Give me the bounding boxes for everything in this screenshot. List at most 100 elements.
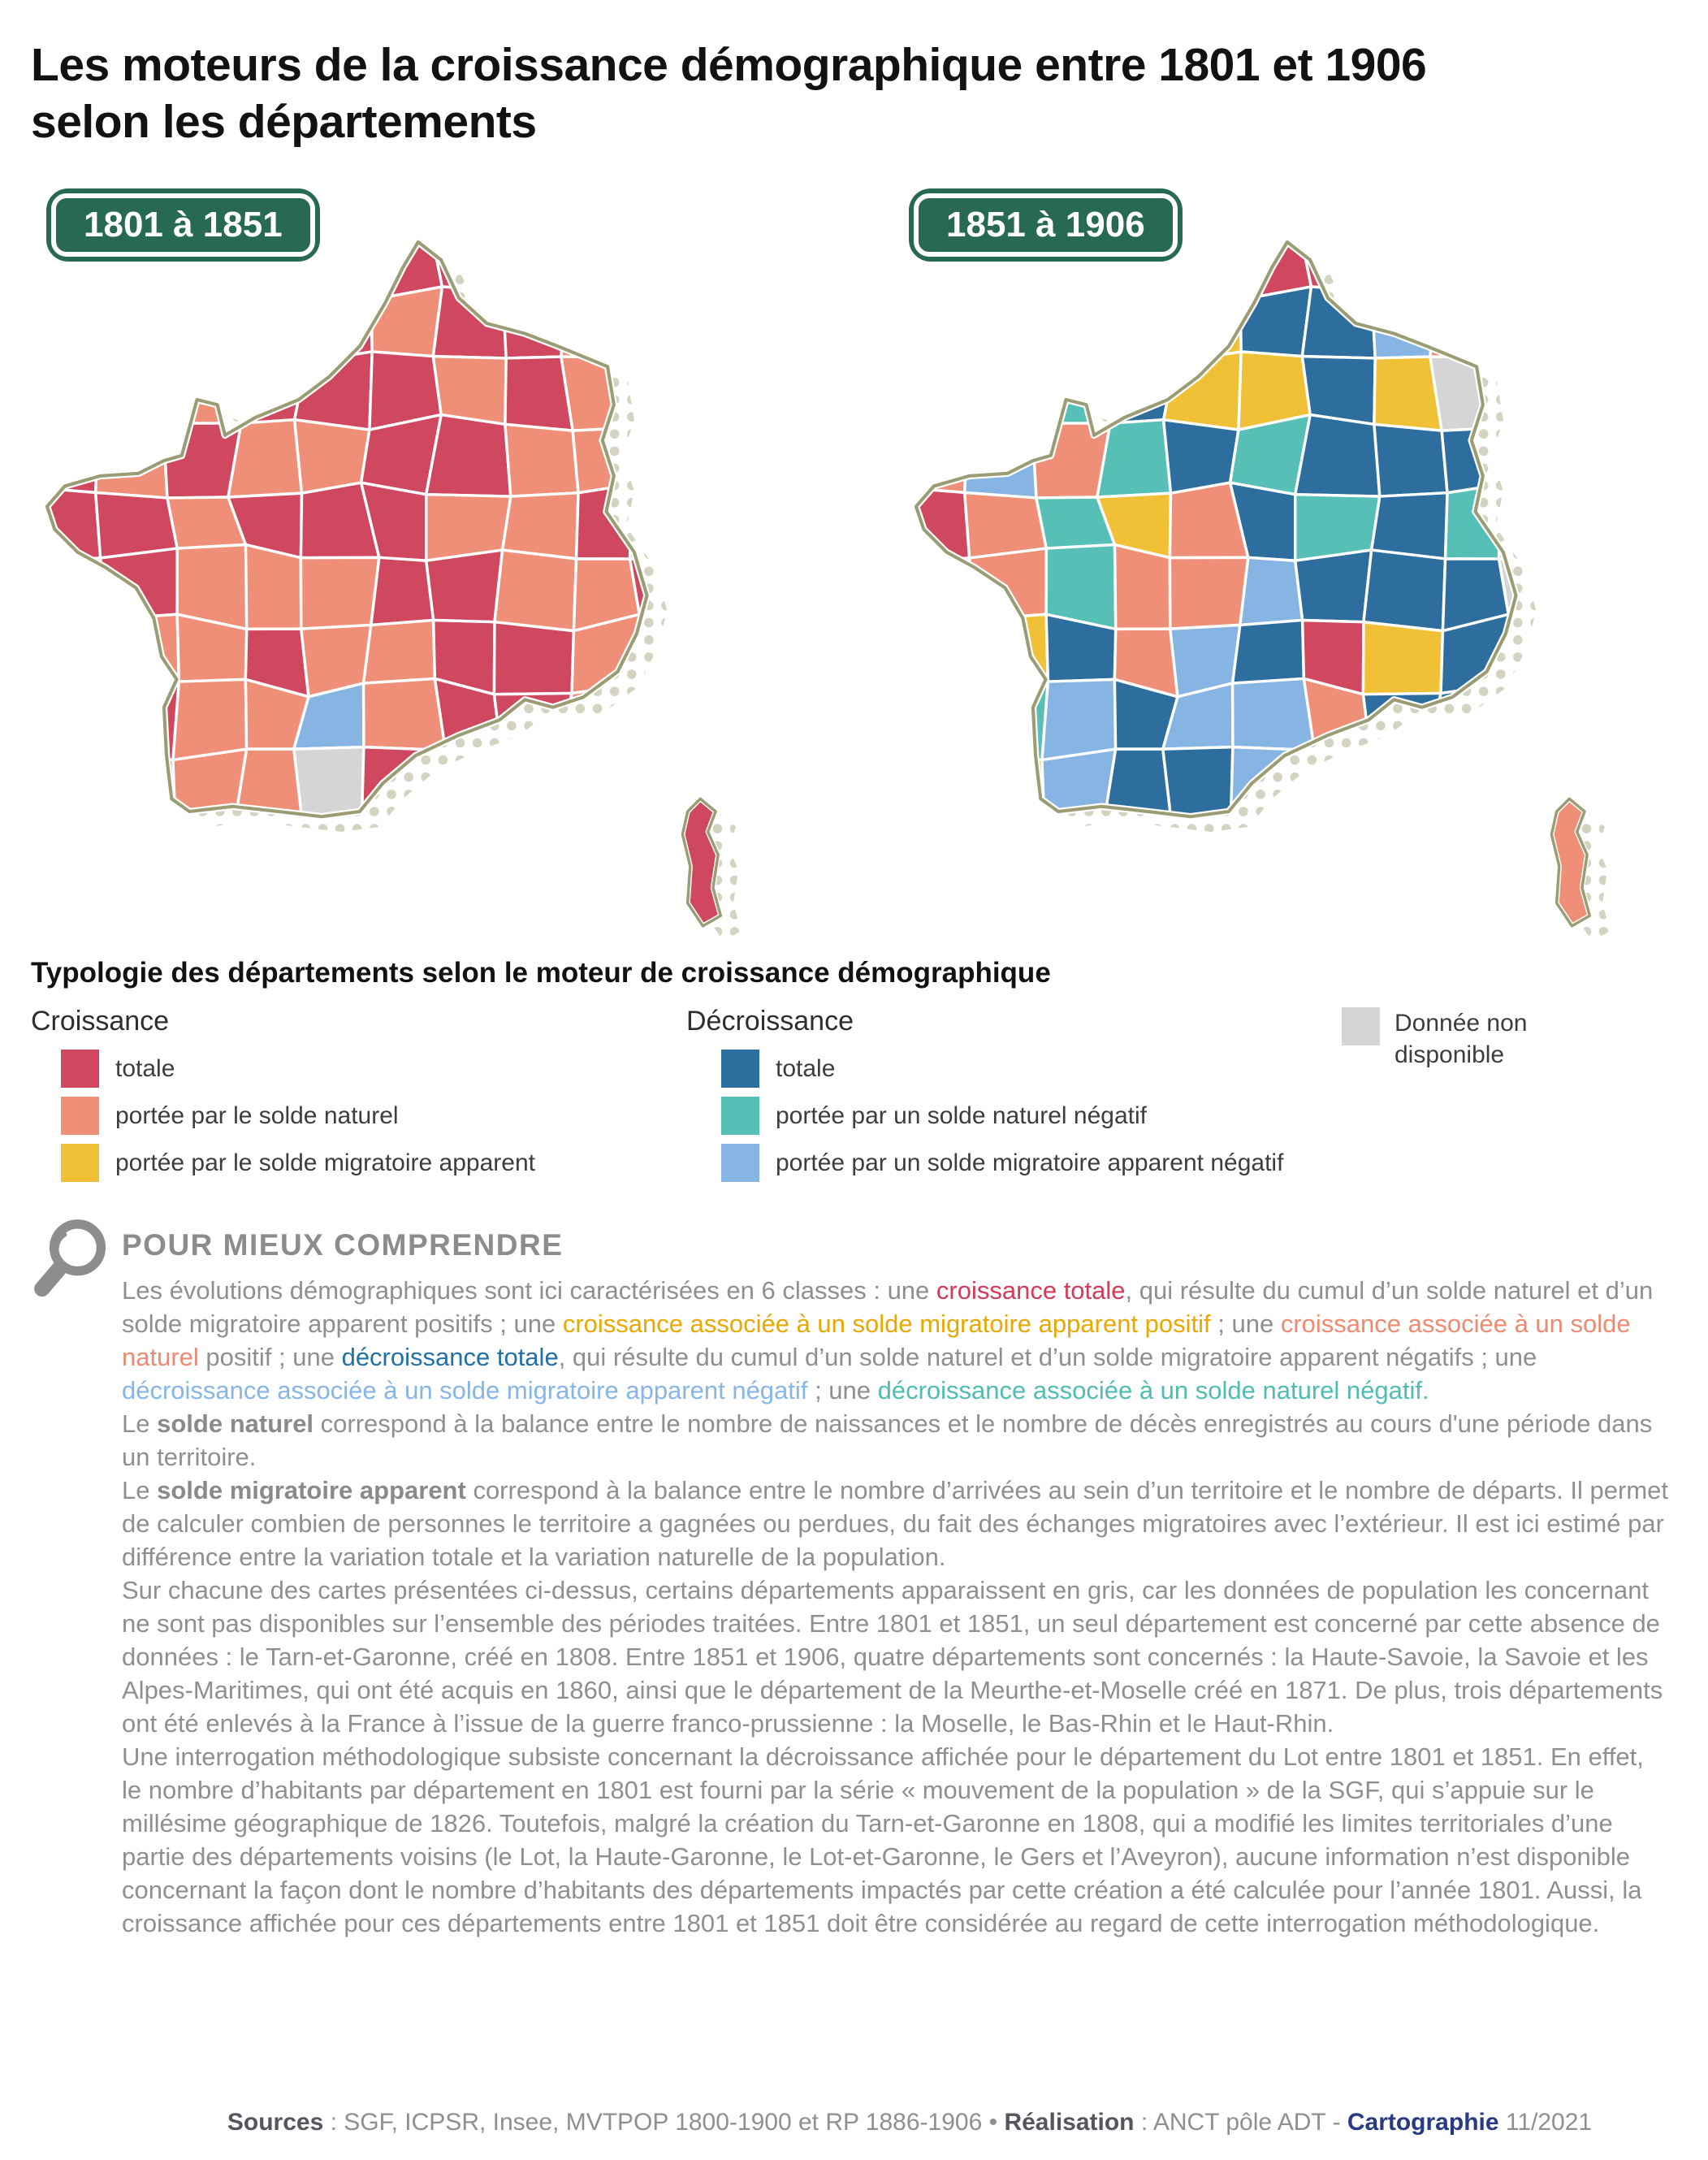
department-cell bbox=[1161, 745, 1235, 817]
department-cell bbox=[103, 613, 181, 686]
department-cell bbox=[915, 556, 975, 621]
period-badge-1851-1906: 1851 à 1906 bbox=[910, 189, 1182, 261]
department-cell bbox=[966, 346, 1040, 425]
department-cell bbox=[629, 683, 647, 756]
department-cell bbox=[1243, 877, 1299, 949]
footer-segment: : ANCT pôle ADT - bbox=[1134, 2109, 1347, 2136]
legend-swatch bbox=[721, 1097, 759, 1135]
explainer-paragraph: Sur chacune des cartes présentées ci-des… bbox=[122, 1573, 1669, 1740]
legend-nodata: Donnée non disponible bbox=[1342, 1007, 1581, 1071]
legend-item: totale bbox=[61, 1050, 175, 1088]
department-cell bbox=[963, 241, 1051, 300]
department-cell bbox=[46, 346, 103, 425]
footer-segment: 11/2021 bbox=[1498, 2109, 1593, 2136]
department-cell bbox=[1296, 808, 1380, 817]
department-cell bbox=[429, 876, 509, 949]
text-segment: solde migratoire apparent bbox=[157, 1476, 466, 1504]
text-segment: Sur chacune des cartes présentées ci-des… bbox=[122, 1576, 1663, 1738]
department-cell bbox=[1164, 241, 1242, 301]
department-cell bbox=[46, 678, 112, 764]
department-cell bbox=[1369, 751, 1446, 817]
department-cell bbox=[1369, 491, 1449, 561]
department-cell bbox=[361, 819, 439, 882]
department-cell bbox=[361, 618, 437, 685]
text-segment: positif ; une bbox=[198, 1343, 342, 1371]
department-cell bbox=[915, 241, 983, 288]
department-cell bbox=[556, 742, 644, 817]
footer-segment: Cartographie bbox=[1347, 2109, 1499, 2136]
department-cell bbox=[1366, 876, 1440, 949]
legend-swatch bbox=[721, 1050, 759, 1088]
department-cell bbox=[1168, 556, 1250, 630]
department-cell bbox=[915, 283, 972, 357]
department-cell bbox=[1294, 413, 1382, 498]
department-cell bbox=[1040, 677, 1118, 762]
department-cell bbox=[361, 677, 448, 752]
department-cell bbox=[295, 241, 373, 301]
department-cell bbox=[915, 346, 972, 425]
department-cell bbox=[1498, 420, 1516, 493]
department-cell bbox=[1373, 808, 1446, 817]
department-cell bbox=[172, 241, 245, 300]
department-cell bbox=[500, 751, 577, 817]
department-cell bbox=[162, 354, 249, 425]
department-cell bbox=[370, 285, 444, 358]
department-cell bbox=[168, 286, 249, 360]
legend-item: portée par un solde migratoire apparent … bbox=[721, 1144, 1283, 1182]
department-cell bbox=[1230, 677, 1317, 752]
text-segment: Le bbox=[122, 1476, 158, 1504]
department-cell bbox=[1105, 887, 1179, 945]
legend-title: Typologie des départements selon le mote… bbox=[31, 957, 1051, 989]
nodata-label: Donnée non disponible bbox=[1395, 1010, 1528, 1068]
text-segment: croissance associée à un solde naturel bbox=[122, 1309, 1631, 1371]
department-cell bbox=[1109, 279, 1177, 364]
department-cell bbox=[1041, 241, 1114, 300]
department-cell bbox=[967, 547, 1049, 621]
department-cell bbox=[630, 356, 647, 430]
department-cell bbox=[972, 613, 1050, 686]
department-cell bbox=[1096, 418, 1173, 499]
text-segment: croissance totale bbox=[936, 1276, 1126, 1305]
department-cell bbox=[1373, 422, 1449, 498]
department-cell bbox=[1294, 548, 1373, 624]
department-cell bbox=[977, 888, 1041, 949]
department-cell bbox=[915, 754, 975, 817]
department-cell bbox=[628, 483, 647, 561]
legend-item-label: totale bbox=[776, 1054, 836, 1082]
department-cell bbox=[630, 291, 647, 365]
department-cell bbox=[46, 241, 114, 288]
explainer-paragraph: Le solde naturel correspond à la balance… bbox=[122, 1407, 1669, 1474]
department-cell bbox=[633, 241, 647, 302]
text-segment: , qui résulte du cumul d’un solde nature… bbox=[122, 1276, 1654, 1338]
period-badge-label: 1801 à 1851 bbox=[51, 193, 315, 257]
department-cell bbox=[915, 814, 979, 817]
department-cell bbox=[504, 422, 580, 498]
footer-segment: Sources bbox=[227, 2109, 324, 2136]
legend-swatch bbox=[61, 1097, 99, 1135]
map-1801-1851 bbox=[43, 238, 742, 949]
department-cell bbox=[570, 816, 637, 817]
department-cell bbox=[1230, 819, 1308, 882]
department-cell bbox=[1033, 888, 1105, 943]
department-cell bbox=[1370, 241, 1437, 292]
explainer-paragraph: Le solde migratoire apparent correspond … bbox=[122, 1474, 1669, 1573]
text-segment: , qui résulte du cumul d’un solde nature… bbox=[558, 1343, 1537, 1371]
department-cell bbox=[965, 754, 1046, 817]
department-cell bbox=[1230, 618, 1306, 685]
choropleth-map-1801-1851 bbox=[37, 224, 804, 949]
department-cell bbox=[240, 241, 306, 289]
department-cell bbox=[1429, 285, 1506, 359]
text-segment: solde naturel bbox=[157, 1409, 314, 1438]
footer-credits: Sources : SGF, ICPSR, Insee, MVTPOP 1800… bbox=[146, 2109, 1673, 2136]
department-cell bbox=[1498, 683, 1516, 756]
department-cell bbox=[46, 613, 112, 686]
department-cell bbox=[46, 754, 106, 817]
text-segment: croissance associée à un solde migratoir… bbox=[562, 1309, 1211, 1338]
legend-swatch bbox=[61, 1050, 99, 1088]
department-cell bbox=[915, 678, 981, 764]
department-cell bbox=[292, 745, 365, 817]
department-cell bbox=[1239, 285, 1313, 358]
legend-group-croissance: Croissance bbox=[31, 1006, 170, 1037]
department-cell bbox=[1431, 241, 1514, 302]
period-badge-label: 1851 à 1906 bbox=[914, 193, 1178, 257]
